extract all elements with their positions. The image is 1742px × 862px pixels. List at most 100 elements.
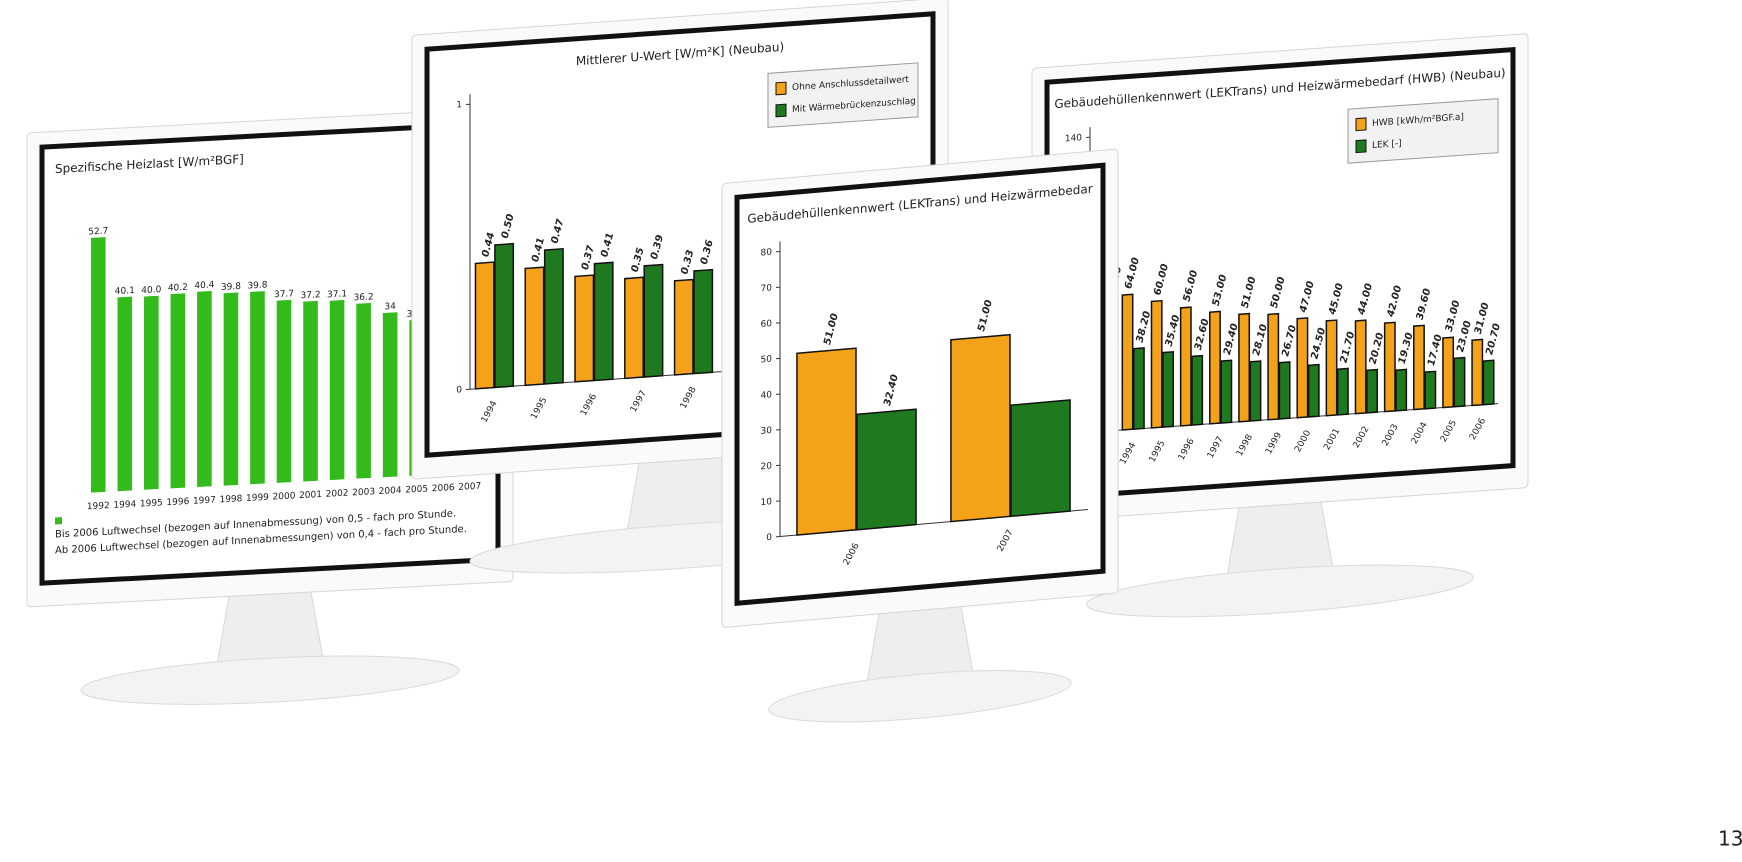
bar <box>1210 311 1220 423</box>
bar <box>1239 314 1249 422</box>
y-tick-label: 50 <box>761 355 773 366</box>
value-label: 40.1 <box>115 286 135 297</box>
bar <box>675 280 693 375</box>
bar <box>1355 320 1365 413</box>
bar <box>1268 314 1278 420</box>
x-tick-label: 1995 <box>140 498 163 509</box>
y-tick-label: 80 <box>761 248 773 259</box>
bar <box>1279 362 1289 419</box>
bar <box>475 262 493 389</box>
y-tick-label: 30 <box>761 426 773 437</box>
bar <box>525 267 543 385</box>
x-tick-label: 2005 <box>405 484 428 495</box>
value-label: 37.1 <box>327 289 347 300</box>
value-label: 40.4 <box>194 280 214 291</box>
legend-swatch <box>55 517 62 524</box>
x-tick-label: 1994 <box>113 500 136 511</box>
y-tick-label: 0 <box>766 533 772 544</box>
bar <box>1367 370 1377 413</box>
y-tick-label: 0 <box>456 385 462 395</box>
x-tick-label: 1996 <box>166 497 189 508</box>
bar <box>356 303 371 479</box>
monitor: Gebäudehüllenkennwert (LEKTrans) und Hei… <box>722 149 1118 736</box>
value-label: 40.0 <box>141 285 161 296</box>
stand-base <box>81 648 459 712</box>
value-label: 40.2 <box>168 283 188 294</box>
x-tick-label: 2002 <box>326 489 349 500</box>
bar <box>1250 361 1260 421</box>
bar <box>575 275 593 382</box>
bar <box>277 300 292 483</box>
bar <box>545 249 563 384</box>
bar <box>797 348 856 535</box>
bar <box>1297 318 1307 418</box>
bar <box>118 297 133 492</box>
y-tick-label: 40 <box>761 390 773 401</box>
bar <box>1192 356 1202 425</box>
legend-swatch <box>1356 140 1366 153</box>
legend-swatch <box>776 104 786 117</box>
bar <box>644 265 662 377</box>
bar <box>1151 301 1161 428</box>
bar <box>144 296 159 490</box>
bar <box>495 244 513 388</box>
value-label: 39.8 <box>247 280 267 291</box>
bar <box>1338 368 1348 414</box>
y-tick-label: 1 <box>456 100 462 110</box>
x-tick-label: 1992 <box>87 501 110 512</box>
bar <box>224 293 239 486</box>
bar <box>694 270 712 374</box>
x-tick-label: 2007 <box>458 482 481 493</box>
x-tick-label: 1997 <box>193 496 216 507</box>
x-tick-label: 2003 <box>352 487 375 498</box>
bar <box>303 301 318 482</box>
bar <box>1326 320 1336 416</box>
bar <box>1396 369 1406 410</box>
bar <box>250 291 265 484</box>
bar <box>91 237 106 492</box>
x-tick-label: 2001 <box>299 490 322 501</box>
bar <box>1134 348 1144 429</box>
bar <box>1425 371 1435 408</box>
value-label: 36.2 <box>354 292 374 303</box>
bar <box>625 277 643 378</box>
bar <box>1483 360 1493 404</box>
bar <box>1443 337 1453 407</box>
x-tick-label: 1998 <box>219 494 242 505</box>
y-tick-label: 70 <box>761 283 773 294</box>
x-tick-label: 2006 <box>432 483 455 494</box>
bar <box>1385 322 1395 411</box>
bar <box>1011 400 1070 516</box>
bar <box>330 300 345 480</box>
bar <box>1163 352 1173 427</box>
bar <box>383 312 398 477</box>
value-label: 52.7 <box>88 226 108 237</box>
legend-swatch <box>776 82 786 95</box>
legend-box <box>768 63 918 127</box>
bar <box>197 291 212 487</box>
bar <box>1454 358 1464 407</box>
x-tick-label: 1999 <box>246 493 269 504</box>
y-tick-label: 10 <box>761 497 773 508</box>
bar <box>594 262 612 380</box>
value-label: 39.8 <box>221 282 241 293</box>
bar <box>1181 307 1191 426</box>
bar <box>171 293 186 488</box>
bar <box>951 335 1010 522</box>
y-tick-label: 140 <box>1065 133 1082 144</box>
x-tick-label: 2000 <box>273 491 296 502</box>
value-label: 34 <box>384 302 396 313</box>
bar <box>1122 294 1132 430</box>
value-label: 37.7 <box>274 289 294 300</box>
y-tick-label: 20 <box>761 461 773 472</box>
legend-label: LEK [-] <box>1372 139 1402 151</box>
legend-box <box>1348 99 1498 163</box>
y-tick-label: 60 <box>761 319 773 330</box>
x-tick-label: 2004 <box>379 486 402 497</box>
value-label: 37.2 <box>301 290 321 301</box>
bar <box>1221 360 1231 423</box>
bar <box>857 409 916 530</box>
page-number: 13 <box>1718 827 1742 851</box>
bar <box>1414 325 1424 409</box>
